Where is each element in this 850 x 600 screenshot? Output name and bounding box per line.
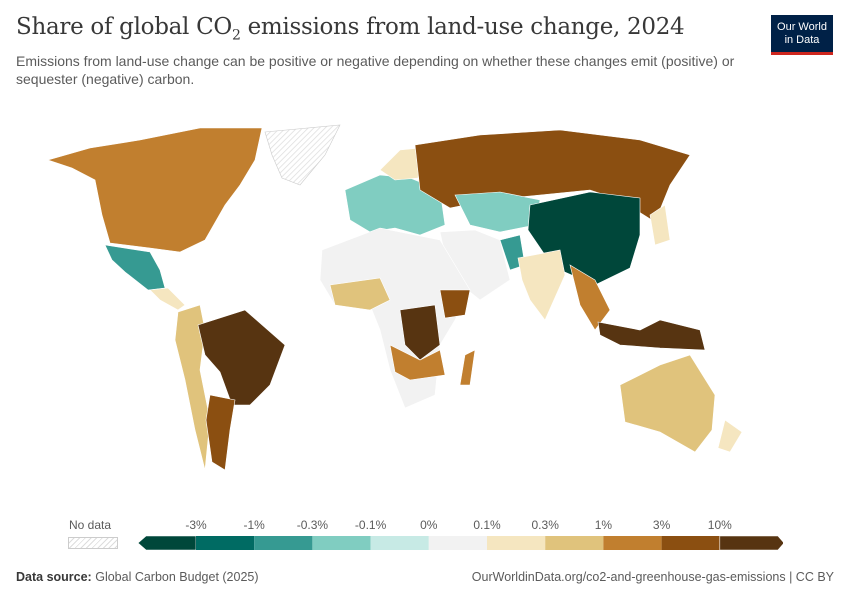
legend-bin[interactable] — [428, 536, 487, 550]
legend-tick-label: 3% — [652, 518, 671, 532]
legend-bin[interactable] — [138, 535, 197, 551]
region-madagascar[interactable] — [459, 349, 476, 386]
region-brazil[interactable] — [197, 309, 286, 406]
legend-color-bar — [138, 535, 783, 551]
region-north-america[interactable] — [46, 127, 263, 253]
legend-bin[interactable] — [603, 536, 662, 550]
region-japan[interactable] — [649, 204, 671, 246]
region-greenland[interactable] — [264, 124, 341, 186]
region-australia[interactable] — [619, 354, 716, 453]
region-indonesia[interactable] — [597, 319, 706, 351]
data-source: Data source: Global Carbon Budget (2025) — [16, 570, 259, 584]
source-url[interactable]: OurWorldinData.org/co2-and-greenhouse-ga… — [471, 570, 834, 584]
legend-tick-label: -0.3% — [296, 518, 329, 532]
region-india[interactable] — [517, 249, 566, 321]
legend-bin[interactable] — [254, 536, 313, 550]
legend-tick-label: -0.1% — [354, 518, 387, 532]
region-mexico[interactable] — [104, 244, 166, 291]
legend-bin[interactable] — [545, 536, 604, 550]
region-southeast-asia[interactable] — [569, 264, 611, 331]
legend-tick-label: 10% — [707, 518, 732, 532]
legend-bin[interactable] — [196, 536, 255, 550]
legend-bin[interactable] — [370, 536, 429, 550]
legend-tick-label: -3% — [185, 518, 207, 532]
region-west-africa[interactable] — [329, 277, 391, 311]
legend-tick-label: 0% — [420, 518, 438, 532]
region-scandinavia[interactable] — [379, 147, 421, 181]
region-southern-africa[interactable] — [389, 344, 446, 381]
no-data-swatch — [68, 537, 118, 549]
legend-bin[interactable] — [719, 535, 783, 551]
legend-tick-label: -1% — [243, 518, 265, 532]
legend-tick-label: 0.3% — [531, 518, 559, 532]
legend-tick-label: 1% — [594, 518, 613, 532]
region-argentina[interactable] — [205, 394, 236, 471]
legend-bin[interactable] — [487, 536, 546, 550]
region-central-asia[interactable] — [454, 191, 541, 233]
legend-bin[interactable] — [661, 536, 720, 550]
no-data-label: No data — [69, 518, 112, 532]
region-new-zealand[interactable] — [717, 419, 743, 453]
region-central-america[interactable] — [149, 287, 186, 311]
subtitle: Emissions from land-use change can be po… — [16, 53, 735, 87]
legend-tick-label: 0.1% — [473, 518, 501, 532]
region-africa[interactable] — [319, 227, 471, 409]
region-congo[interactable] — [399, 304, 441, 361]
owid-logo[interactable]: Our World in Data — [771, 15, 833, 55]
page-title: Share of global CO2 emissions from land-… — [16, 14, 685, 44]
legend-bin[interactable] — [312, 536, 371, 550]
world-map — [46, 124, 743, 471]
region-ethiopia[interactable] — [439, 289, 471, 319]
region-south-america-west[interactable] — [174, 304, 211, 471]
